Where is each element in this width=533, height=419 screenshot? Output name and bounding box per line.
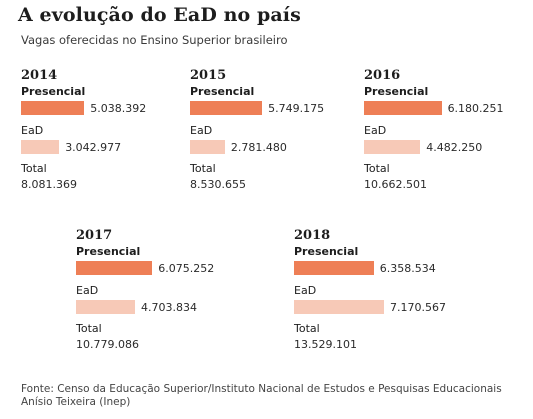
ead-label: EaD [76, 284, 99, 297]
presencial-value: 5.038.392 [90, 102, 147, 115]
total-value: 10.662.501 [364, 178, 427, 191]
ead-value: 4.482.250 [426, 141, 483, 154]
ead-value: 7.170.567 [390, 301, 446, 314]
ead-label: EaD [294, 284, 317, 297]
presencial-label: Presencial [21, 85, 86, 98]
presencial-label: Presencial [190, 85, 255, 98]
year-label: 2017 [76, 228, 113, 243]
ead-bar [21, 140, 60, 154]
total-label: Total [21, 162, 47, 175]
total-label: Total [364, 162, 390, 175]
year-label: 2016 [364, 68, 401, 83]
total-value: 13.529.101 [294, 338, 357, 351]
total-label: Total [76, 322, 102, 335]
total-label: Total [294, 322, 320, 335]
ead-bar [294, 300, 384, 314]
ead-bar [76, 300, 136, 314]
presencial-label: Presencial [364, 85, 429, 98]
total-value: 8.530.655 [190, 178, 246, 191]
presencial-value: 6.180.251 [447, 102, 504, 115]
year-label: 2015 [190, 68, 227, 83]
total-value: 10.779.086 [76, 338, 139, 351]
ead-value: 4.703.834 [141, 301, 198, 314]
ead-value: 3.042.977 [65, 141, 122, 154]
source-note: Fonte: Censo da Educação Superior/Instit… [21, 383, 502, 408]
presencial-bar [364, 101, 442, 115]
presencial-label: Presencial [76, 245, 141, 258]
ead-bar [190, 140, 225, 154]
total-value: 8.081.369 [21, 178, 77, 191]
presencial-bar [21, 101, 85, 115]
chart-subtitle: Vagas oferecidas no Ensino Superior bras… [21, 33, 288, 47]
presencial-bar [294, 261, 374, 275]
year-label: 2014 [21, 68, 58, 83]
presencial-bar [190, 101, 263, 115]
ead-value: 2.781.480 [230, 141, 287, 154]
ead-label: EaD [21, 124, 44, 137]
presencial-value: 5.749.175 [268, 102, 325, 115]
presencial-label: Presencial [294, 245, 359, 258]
ead-bar [364, 140, 421, 154]
presencial-value: 6.358.534 [379, 262, 436, 275]
total-label: Total [190, 162, 216, 175]
ead-label: EaD [190, 124, 213, 137]
chart-title: A evolução do EaD no país [18, 4, 301, 26]
year-label: 2018 [294, 228, 331, 243]
ead-label: EaD [364, 124, 387, 137]
presencial-bar [76, 261, 153, 275]
presencial-value: 6.075.252 [158, 262, 215, 275]
